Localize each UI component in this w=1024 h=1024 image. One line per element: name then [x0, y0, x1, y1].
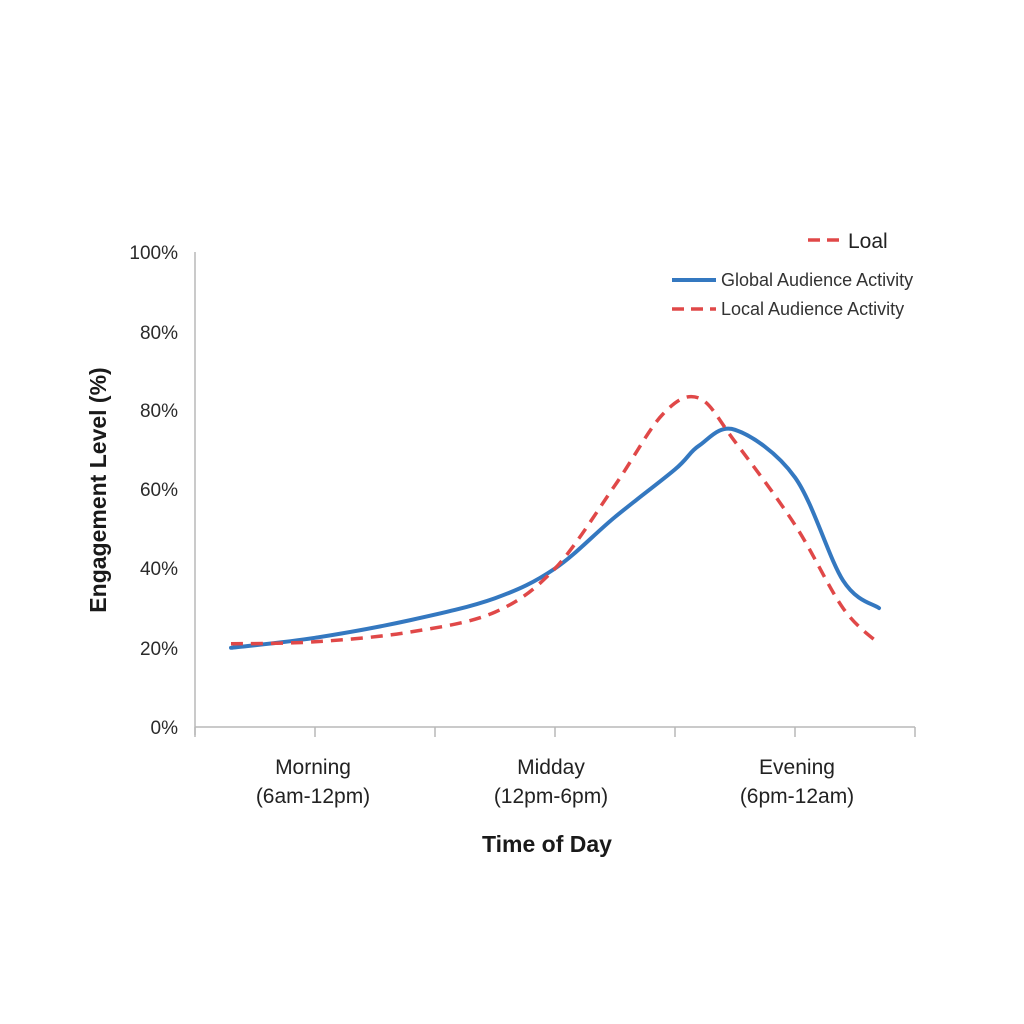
y-tick-label: 60%: [140, 480, 178, 501]
legend: Loal Global Audience Activity Local Audien…: [672, 230, 913, 319]
category-label: Evening: [759, 756, 835, 779]
y-tick-label: 80%: [140, 401, 178, 422]
legend-label: Global Audience Activity: [721, 270, 913, 290]
axes: [194, 252, 916, 737]
legend-label-extra: Loal: [848, 230, 888, 253]
category-sublabel: (6pm-12am): [740, 785, 854, 808]
y-tick-label: 0%: [151, 718, 179, 739]
category-label: Morning: [275, 756, 351, 779]
x-categories: Morning (6am-12pm) Midday (12pm-6pm) Evening…: [256, 756, 854, 808]
series-line-local: [230, 394, 881, 646]
series-lines: [229, 394, 881, 650]
legend-label: Local Audience Activity: [721, 299, 904, 319]
category-sublabel: (12pm-6pm): [494, 785, 608, 808]
x-axis-title: Time of Day: [482, 831, 612, 857]
y-ticks: 0% 20% 40% 60% 80% 80% 100%: [129, 243, 178, 739]
y-tick-label: 20%: [140, 639, 178, 660]
category-label: Midday: [517, 756, 585, 779]
series-line-global: [229, 426, 881, 650]
y-tick-label: 80%: [140, 323, 178, 344]
category-sublabel: (6am-12pm): [256, 785, 370, 808]
y-tick-label: 100%: [129, 243, 178, 264]
y-tick-label: 40%: [140, 559, 178, 580]
y-axis-title: Engagement Level (%): [85, 367, 111, 612]
